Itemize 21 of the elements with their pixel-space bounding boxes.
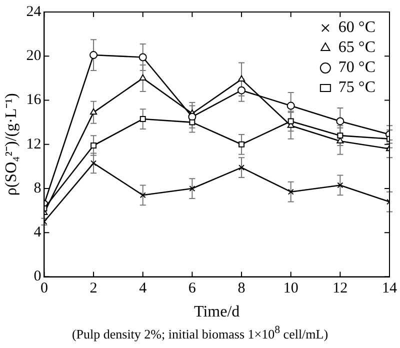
x-tick-label: 2 [90, 280, 98, 297]
x-tick-label: 6 [188, 280, 196, 297]
y-tick-label: 12 [26, 136, 42, 152]
y-tick-label: 24 [26, 4, 42, 20]
legend-label: 65 °C [338, 39, 376, 56]
text: (Pulp density 2%; initial biomass 1×10$^{8}$ cell/mL) [70, 324, 330, 342]
y-tick-label: 20 [26, 48, 42, 64]
y-tick-label: 8 [34, 180, 42, 196]
legend-label: 75 °C [338, 79, 376, 96]
x-tick-label: 12 [332, 280, 348, 297]
x-tick-label: 8 [238, 280, 246, 297]
y-axis-title: ρ(SO₄²⁻)/(g·L⁻¹) [2, 93, 20, 196]
x-axis-title: Time/d [194, 304, 240, 321]
x-tick-label: 14 [382, 280, 398, 297]
y-tick-label: 16 [26, 92, 42, 108]
y-tick-label: 0 [34, 268, 42, 285]
x-tick-label: 4 [139, 280, 148, 297]
x-tick-label: 10 [283, 280, 298, 297]
legend-label: 60 °C [338, 19, 376, 36]
legend-label: 70 °C [338, 59, 376, 76]
y-tick-label: 4 [34, 224, 42, 241]
